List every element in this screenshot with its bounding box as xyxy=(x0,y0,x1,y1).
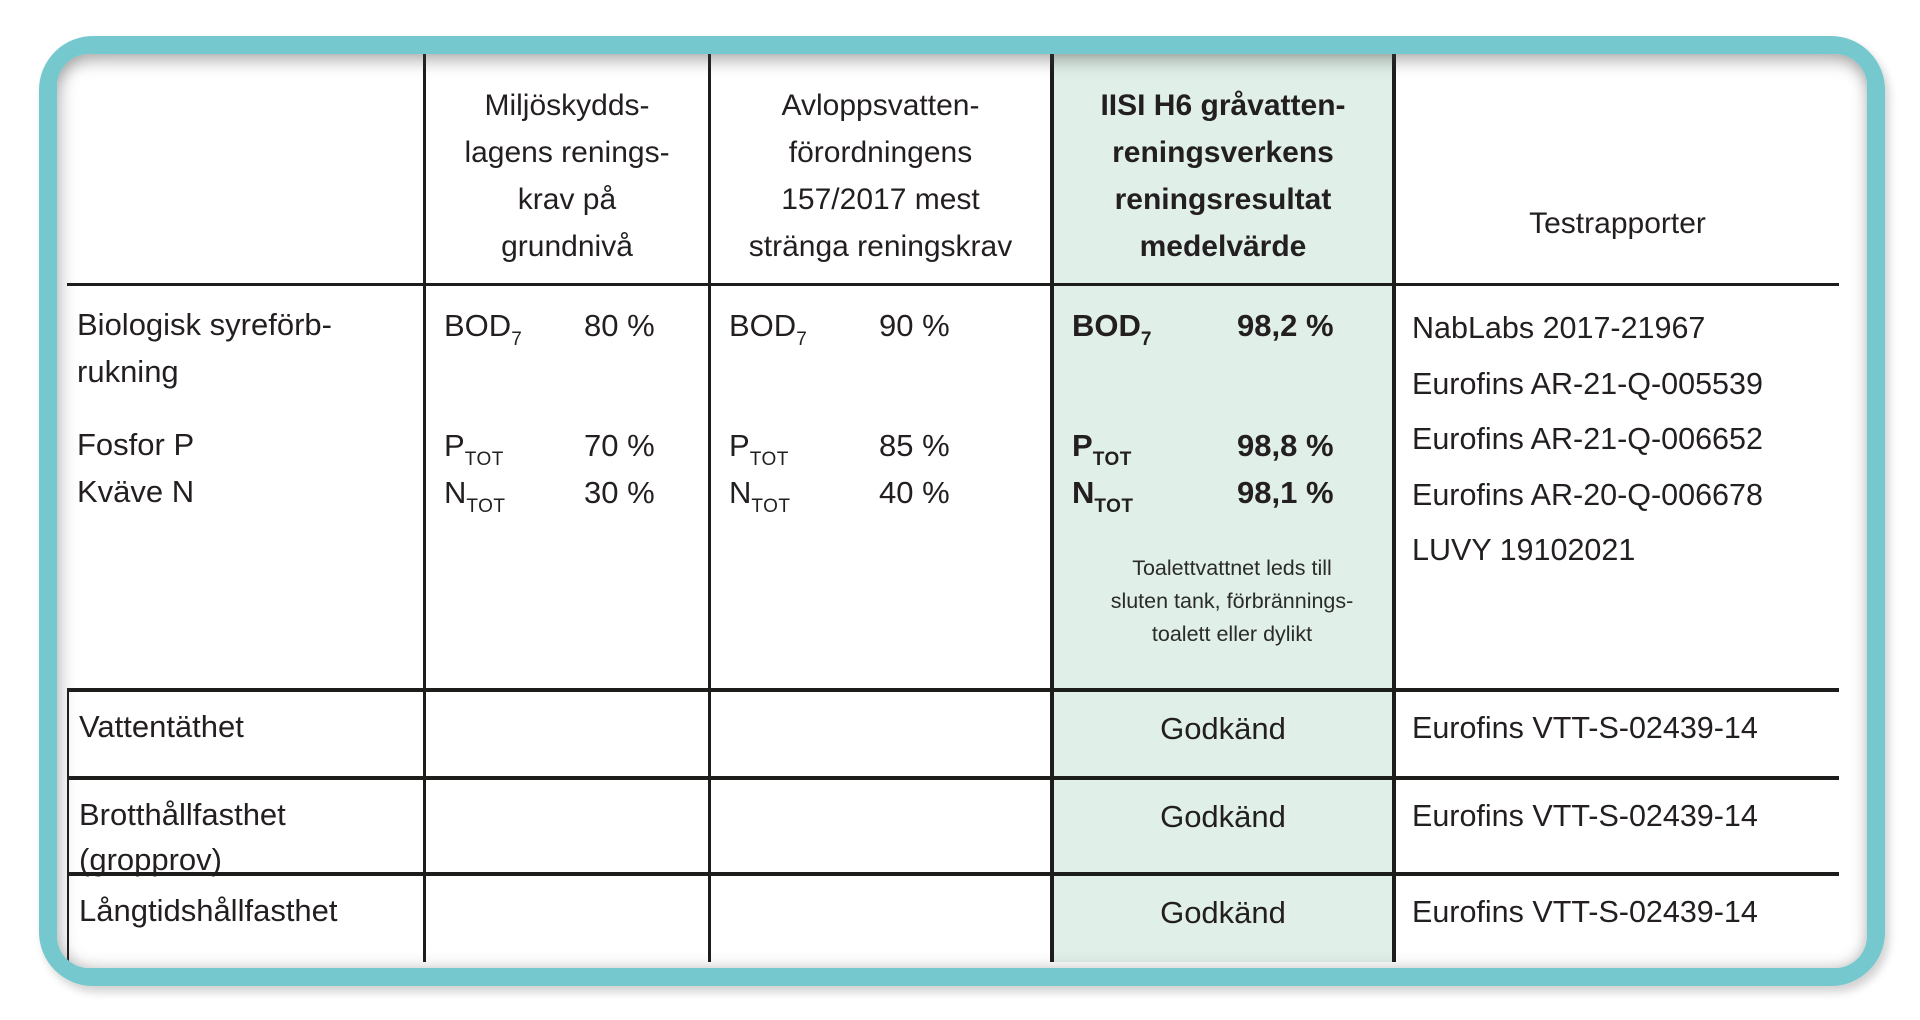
param-ptot-basic: PTOT 70 % xyxy=(444,422,708,470)
spacer xyxy=(1072,349,1392,422)
empty-cell xyxy=(708,872,1050,962)
param-value: 70 % xyxy=(584,428,655,463)
teal-frame: Miljöskydds- lagens renings- krav på gru… xyxy=(39,36,1885,986)
param-bod7-iisi: BOD7 98,2 % xyxy=(1072,302,1392,350)
param-value: 98,2 % xyxy=(1237,308,1334,343)
param-ntot-strict: NTOT 40 % xyxy=(729,469,1050,517)
spacer xyxy=(444,349,708,422)
param-value: 80 % xyxy=(584,308,655,343)
toilet-water-note: Toalettvattnet leds till sluten tank, fö… xyxy=(1110,556,1354,646)
certificate-card: Miljöskydds- lagens renings- krav på gru… xyxy=(57,54,1867,968)
strict-level-values: BOD7 90 % PTOT 85 % NTOT 40 % xyxy=(708,283,1050,688)
param-name: N xyxy=(729,475,752,510)
header-test-reports: Testrapporter xyxy=(1529,207,1706,240)
label-biological-oxygen-demand: Biologisk syreförb- rukning xyxy=(77,307,332,389)
status-watertightness: Godkänd xyxy=(1050,688,1396,776)
param-ptot-iisi: PTOT 98,8 % xyxy=(1072,422,1392,470)
param-subscript: TOT xyxy=(1094,496,1134,517)
row-label-watertightness: Vattentäthet xyxy=(67,688,423,776)
param-value: 98,1 % xyxy=(1237,475,1334,510)
param-name: BOD xyxy=(729,308,797,343)
param-subscript: 7 xyxy=(511,329,523,350)
label-phosphorus-nitrogen: Fosfor P Kväve N xyxy=(77,427,195,509)
header-empty-cell xyxy=(67,54,423,283)
header-iisi-results: IISI H6 gråvatten- reningsverkens rening… xyxy=(1050,54,1396,283)
purification-test-reports: NabLabs 2017-21967 Eurofins AR-21-Q-0055… xyxy=(1396,283,1839,688)
param-ntot-iisi: NTOT 98,1 % xyxy=(1072,469,1392,517)
param-subscript: TOT xyxy=(1092,449,1132,470)
results-table: Miljöskydds- lagens renings- krav på gru… xyxy=(67,54,1839,962)
basic-level-values: BOD7 80 % PTOT 70 % NTOT 30 % xyxy=(423,283,708,688)
empty-cell xyxy=(708,688,1050,776)
param-ptot-strict: PTOT 85 % xyxy=(729,422,1050,470)
param-name: N xyxy=(444,475,467,510)
param-subscript: TOT xyxy=(751,496,791,517)
iisi-results-values: BOD7 98,2 % PTOT 98,8 % NTOT 98,1 % Toal… xyxy=(1050,283,1396,688)
param-value: 90 % xyxy=(879,308,950,343)
param-value: 40 % xyxy=(879,475,950,510)
param-subscript: TOT xyxy=(466,496,506,517)
report-longterm-strength: Eurofins VTT-S-02439-14 xyxy=(1396,872,1839,962)
param-subscript: 7 xyxy=(796,329,808,350)
param-value: 98,8 % xyxy=(1237,428,1334,463)
purification-row-labels: Biologisk syreförb- rukning Fosfor P Kvä… xyxy=(67,283,423,688)
param-subscript: TOT xyxy=(749,449,789,470)
param-ntot-basic: NTOT 30 % xyxy=(444,469,708,517)
param-bod7-basic: BOD7 80 % xyxy=(444,302,708,350)
empty-cell xyxy=(423,872,708,962)
param-bod7-strict: BOD7 90 % xyxy=(729,302,1050,350)
header-basic-requirements: Miljöskydds- lagens renings- krav på gru… xyxy=(423,54,708,283)
param-value: 85 % xyxy=(879,428,950,463)
param-name: BOD xyxy=(1072,308,1141,343)
header-strict-requirements: Avloppsvatten- förordningens 157/2017 me… xyxy=(708,54,1050,283)
param-subscript: 7 xyxy=(1140,329,1152,350)
report-breaking-strength: Eurofins VTT-S-02439-14 xyxy=(1396,776,1839,872)
empty-cell xyxy=(708,776,1050,872)
spacer xyxy=(729,349,1050,422)
status-longterm-strength: Godkänd xyxy=(1050,872,1396,962)
empty-cell xyxy=(423,688,708,776)
row-label-breaking-strength: Brotthållfasthet (gropprov) xyxy=(67,776,423,877)
param-name: P xyxy=(1072,428,1093,463)
param-name: P xyxy=(444,428,465,463)
param-name: BOD xyxy=(444,308,512,343)
report-watertightness: Eurofins VTT-S-02439-14 xyxy=(1396,688,1839,776)
param-name: N xyxy=(1072,475,1095,510)
param-name: P xyxy=(729,428,750,463)
empty-cell xyxy=(423,776,708,872)
param-subscript: TOT xyxy=(464,449,504,470)
row-label-longterm-strength: Långtidshållfasthet xyxy=(67,872,423,962)
param-value: 30 % xyxy=(584,475,655,510)
status-breaking-strength: Godkänd xyxy=(1050,776,1396,872)
